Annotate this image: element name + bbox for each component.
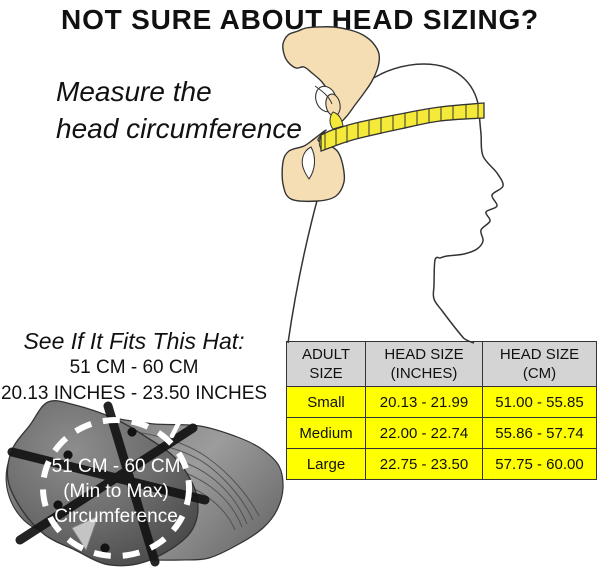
svg-text:Circumference: Circumference (54, 506, 178, 527)
svg-text:51 CM - 60 CM: 51 CM - 60 CM (52, 456, 181, 477)
svg-text:(Min to Max): (Min to Max) (63, 481, 169, 502)
